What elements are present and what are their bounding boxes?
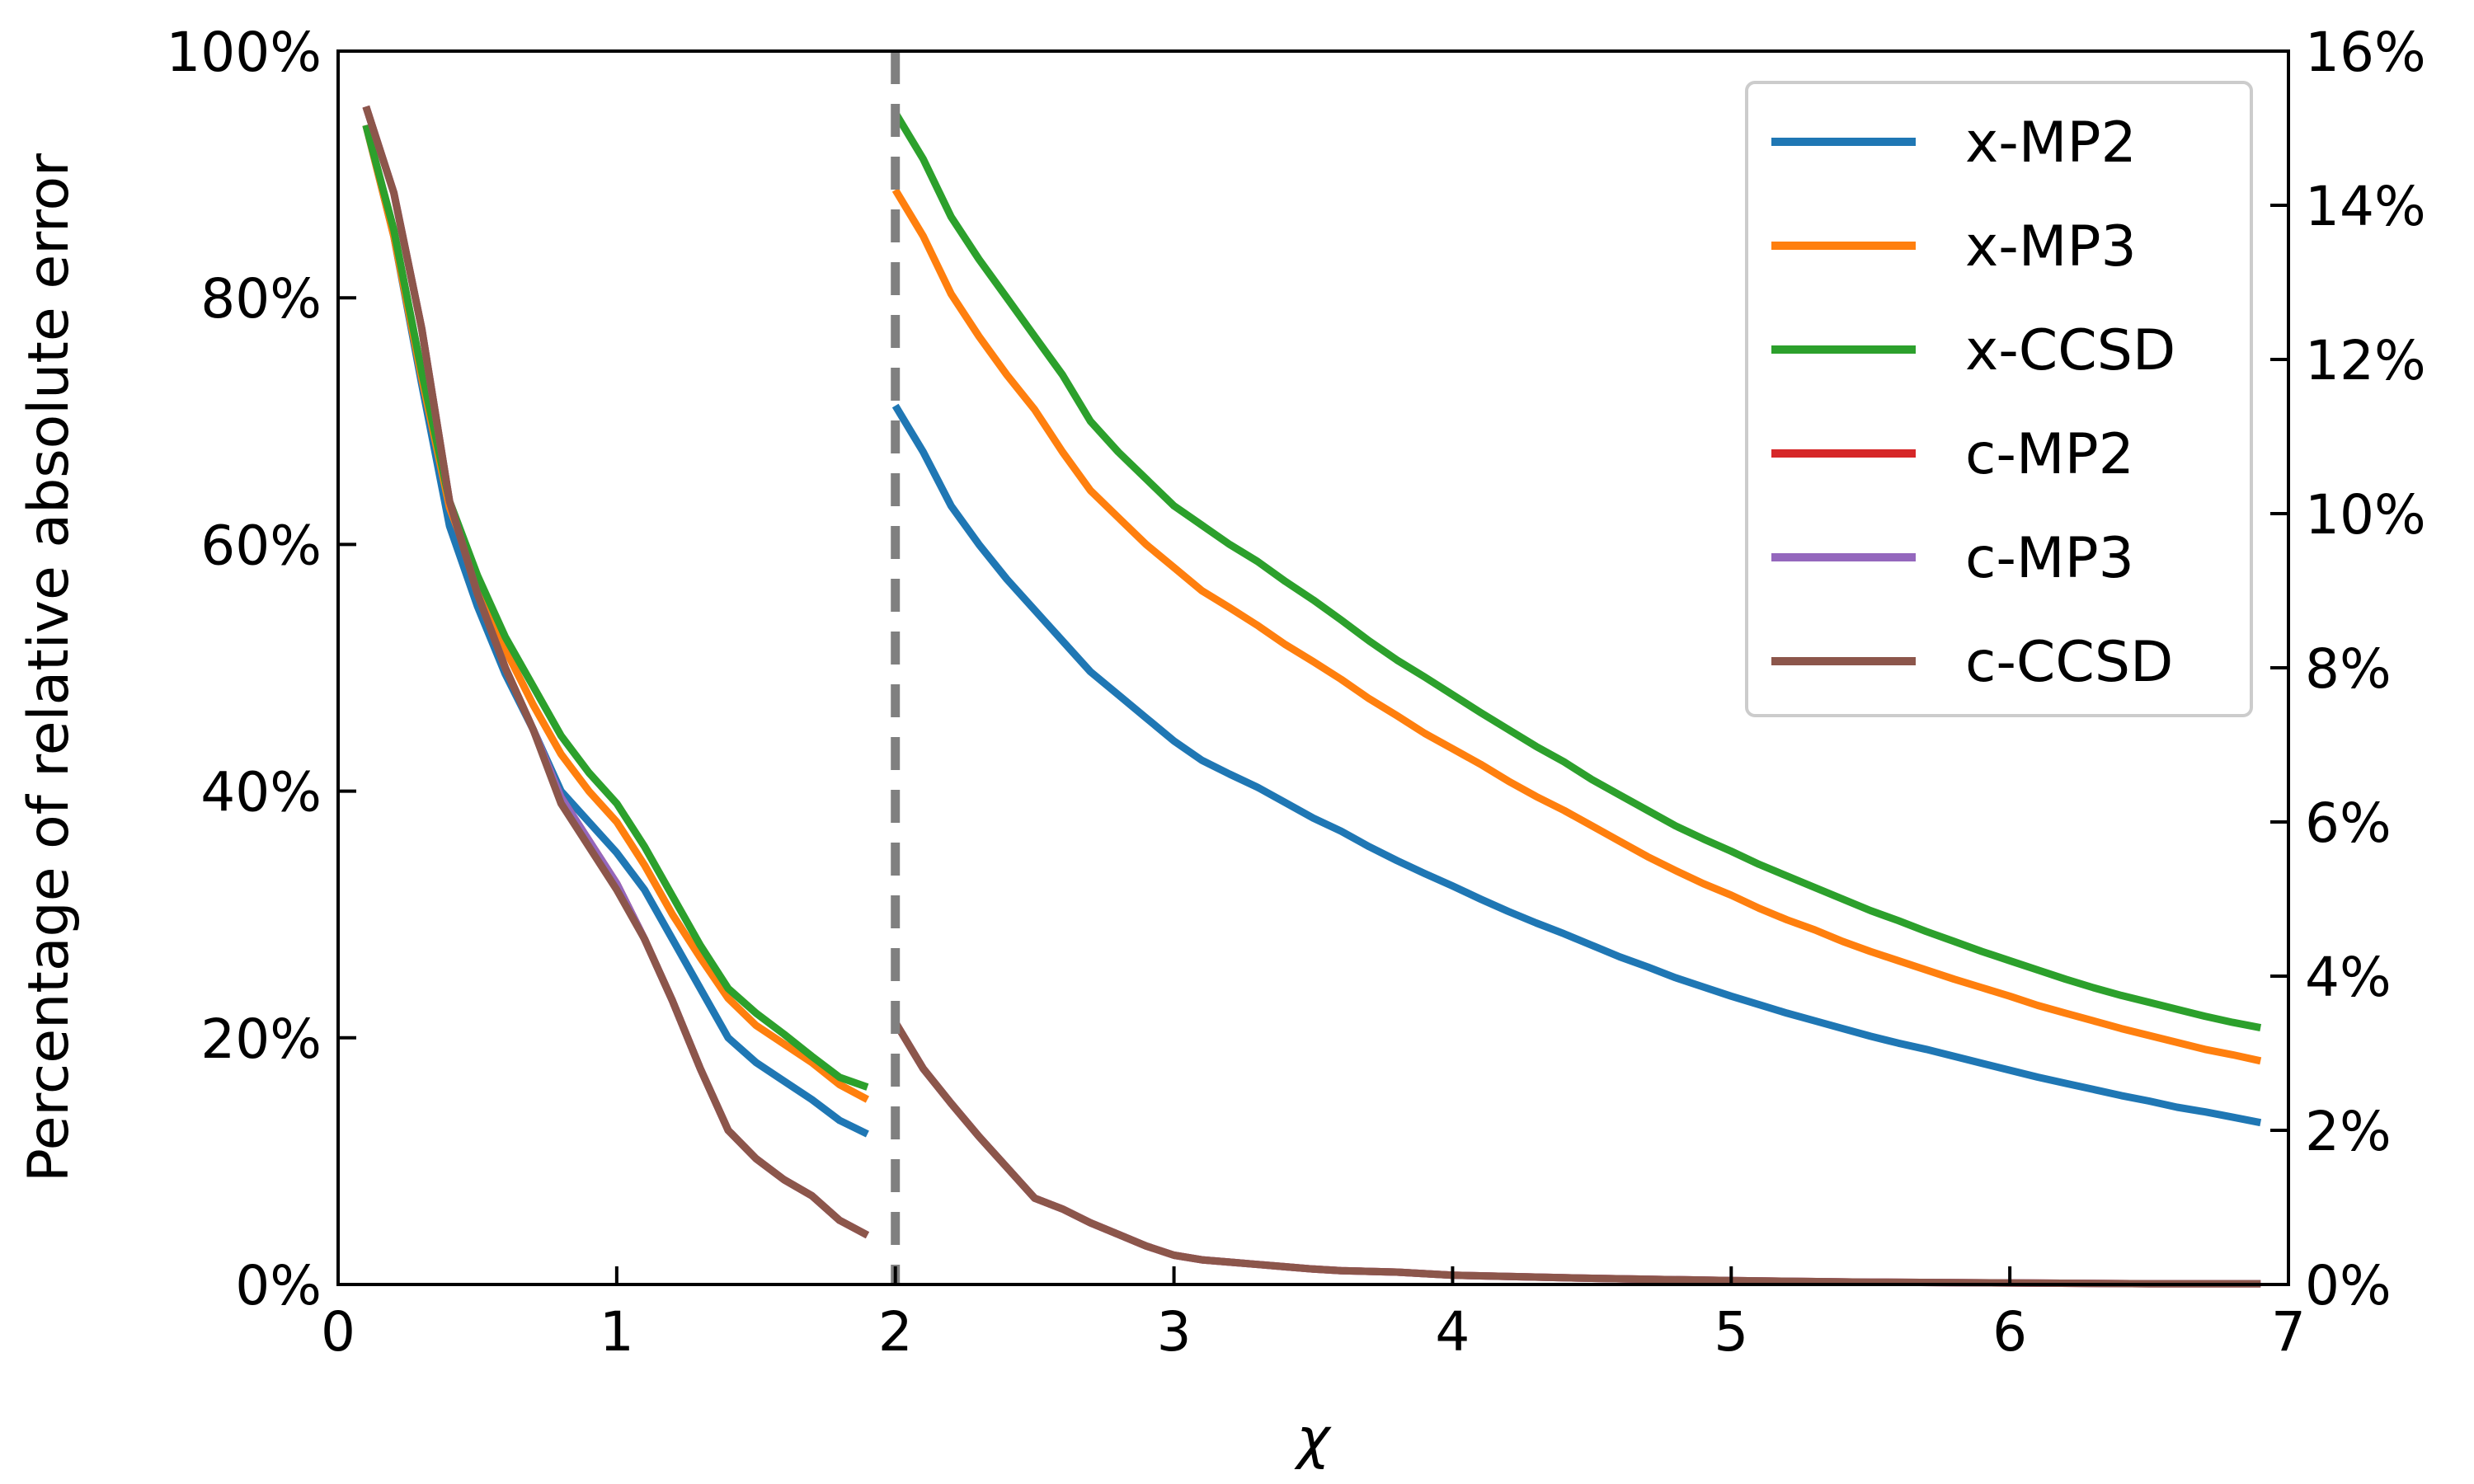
ticks-layer: 0 1 2 3 4 5 6 70%20%40%60%80%100%0%2%4%6%8%10%1… [166, 21, 2425, 1364]
series-layer [362, 105, 2262, 1288]
series-line-c-mp3-left [362, 105, 870, 1239]
series-line-x-mp3-right [891, 187, 2262, 1065]
series-line-c-mp2-right [891, 1020, 2261, 1288]
legend-label: c-MP2 [1965, 422, 2134, 487]
legend-label: c-MP3 [1965, 526, 2134, 591]
y-right-tick-label: 8% [2305, 637, 2392, 701]
x-tick-label: 1 [600, 1300, 634, 1364]
x-tick-label: 5 [1714, 1300, 1748, 1364]
x-tick-label: 2 [878, 1300, 913, 1364]
series-line-c-mp2-left [362, 105, 870, 1239]
x-tick-label: 0 [321, 1300, 355, 1364]
x-tick-label: 4 [1435, 1300, 1470, 1364]
y-right-tick-label: 16% [2305, 21, 2426, 84]
series-line-x-ccsd-left [362, 124, 869, 1091]
series-line-x-ccsd-right [891, 110, 2262, 1032]
x-tick-label: 7 [2271, 1300, 2306, 1364]
x-tick-label: 6 [1992, 1300, 2027, 1364]
y-left-tick-label: 40% [200, 761, 322, 824]
y-right-tick-label: 14% [2305, 175, 2426, 238]
series-line-x-mp2-right [891, 403, 2262, 1127]
series-line-x-mp2-left [362, 124, 869, 1138]
x-tick-label: 3 [1157, 1300, 1192, 1364]
y-right-tick-label: 10% [2305, 483, 2426, 547]
y-right-tick-label: 0% [2305, 1254, 2392, 1317]
legend-label: x-MP3 [1965, 214, 2137, 279]
y-axis-title: Percentage of relative absolute error [16, 153, 82, 1182]
series-line-c-mp3-right [891, 1020, 2261, 1288]
y-right-tick-label: 4% [2305, 946, 2392, 1009]
series-line-c-ccsd-left [362, 105, 870, 1239]
y-left-tick-label: 20% [200, 1007, 322, 1071]
y-left-tick-label: 100% [166, 21, 322, 84]
series-line-c-ccsd-right [891, 1020, 2261, 1288]
y-right-tick-label: 2% [2305, 1100, 2392, 1163]
y-right-tick-label: 6% [2305, 791, 2392, 855]
legend-label: x-CCSD [1965, 318, 2175, 383]
y-left-tick-label: 80% [200, 267, 322, 331]
y-left-tick-label: 60% [200, 514, 322, 577]
legend-label: x-MP2 [1965, 110, 2137, 176]
legend: x-MP2 x-MP3 x-CCSD c-MP2 c-MP3 c-CCSD [1745, 81, 2253, 717]
y-right-tick-label: 12% [2305, 329, 2426, 392]
legend-box [1745, 81, 2253, 717]
x-axis-title: χ [1293, 1407, 1332, 1472]
legend-label: c-CCSD [1965, 630, 2173, 695]
y-left-tick-label: 0% [235, 1254, 322, 1317]
series-line-x-mp3-left [362, 124, 870, 1103]
